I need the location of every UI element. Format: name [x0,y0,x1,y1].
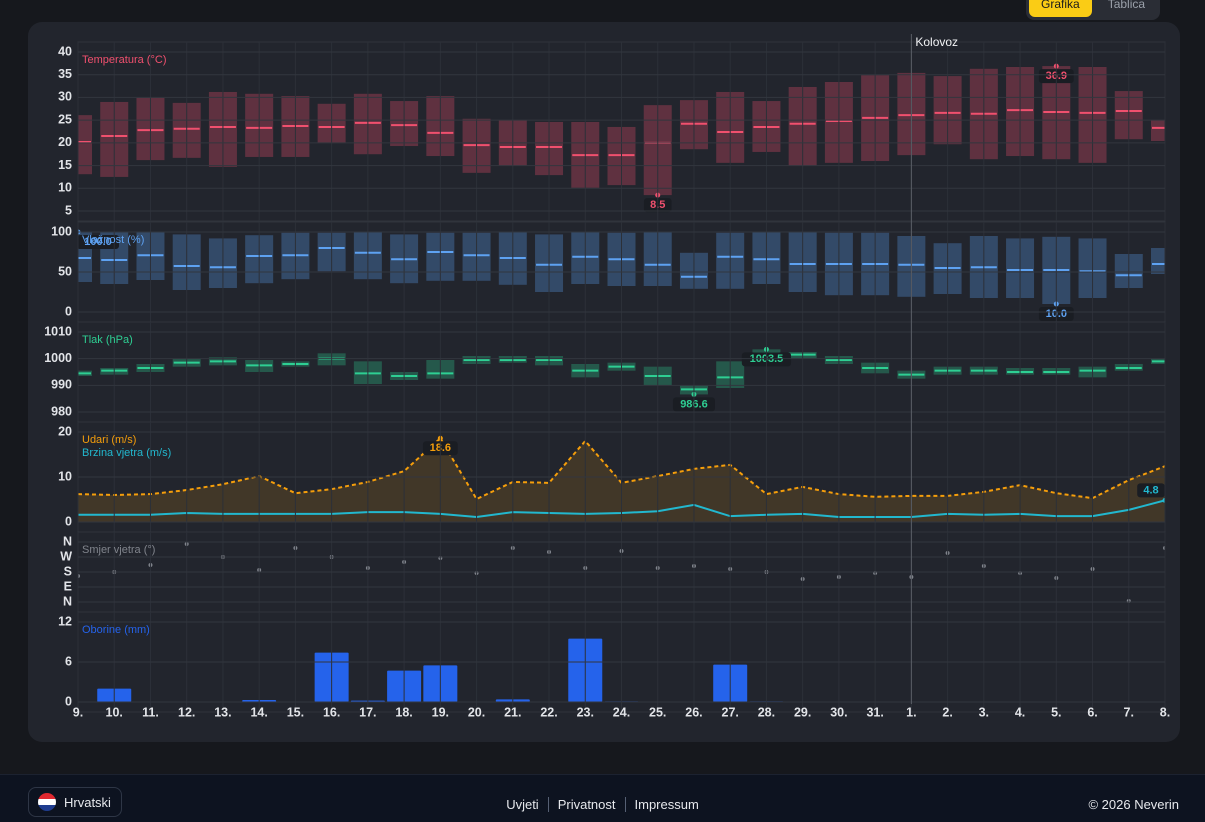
footer-link[interactable]: Impressum [624,797,699,812]
x-tick-label: 3. [979,705,989,719]
x-tick-label: 1. [906,705,916,719]
x-tick-label: 13. [214,705,231,719]
value-dot [1162,497,1165,503]
y-tick-label: N [63,594,72,608]
x-tick-label: 7. [1124,705,1134,719]
x-tick-label: 6. [1087,705,1097,719]
panel-title: Oborine (mm) [82,624,150,636]
y-tick-label: 30 [58,90,72,104]
y-tick-label: 1000 [44,351,72,365]
x-tick-label: 19. [432,705,449,719]
x-tick-label: 17. [359,705,376,719]
area [78,438,1165,522]
x-tick-label: 14. [250,705,267,719]
x-tick-label: 29. [794,705,811,719]
y-tick-label: 990 [51,378,72,392]
y-tick-label: 12 [58,614,72,628]
y-tick-label: 10 [58,469,72,483]
y-tick-label: 1010 [44,324,72,338]
x-tick-label: 5. [1051,705,1061,719]
panel-title: Tlak (hPa) [82,334,133,346]
footer-link[interactable]: Uvjeti [506,797,539,812]
range-box [1151,120,1165,142]
y-tick-label: 50 [58,264,72,278]
footer-links: Uvjeti Privatnost Impressum [0,797,1205,812]
y-tick-label: 0 [65,304,72,318]
value-label: 4.8 [1143,484,1158,496]
y-tick-label: 0 [65,694,72,708]
flag-icon [38,793,56,811]
y-tick-label: 20 [58,424,72,438]
y-tick-label: 15 [58,158,72,172]
footer: Hrvatski Uvjeti Privatnost Impressum © 2… [0,774,1205,822]
y-tick-label: W [60,549,72,563]
language-button[interactable]: Hrvatski [28,787,122,817]
view-button[interactable]: Grafika [1029,0,1092,17]
x-tick-label: 16. [323,705,340,719]
x-tick-label: 2. [942,705,952,719]
range-box [78,115,92,175]
x-tick-label: 28. [758,705,775,719]
x-tick-label: 27. [722,705,739,719]
x-tick-label: 8. [1160,705,1170,719]
y-tick-label: 25 [58,112,72,126]
legend-entry: Udari (m/s) [82,434,136,446]
x-tick-label: 9. [73,705,83,719]
y-tick-label: 6 [65,654,72,668]
value-label: 100.0 [84,236,112,248]
y-tick-label: S [64,564,72,578]
y-tick-label: 10 [58,181,72,195]
value-label-bg [78,235,119,249]
footer-link[interactable]: Privatnost [547,797,616,812]
x-tick-label: 11. [142,705,159,719]
view-button[interactable]: Tablica [1107,0,1146,11]
x-tick-label: 22. [540,705,557,719]
y-tick-label: E [64,579,72,593]
panel-title: Temperatura (°C) [82,54,166,66]
x-tick-label: 30. [830,705,847,719]
x-tick-label: 21. [504,705,521,719]
x-tick-label: 25. [649,705,666,719]
y-tick-label: N [63,534,72,548]
legend-entry: Brzina vjetra (m/s) [82,447,171,459]
y-tick-label: 5 [65,203,72,217]
y-tick-label: 100 [51,224,72,238]
x-tick-label: 12. [178,705,195,719]
x-tick-label: 24. [613,705,630,719]
value-label-bg [1137,483,1165,498]
x-tick-label: 26. [685,705,702,719]
language-label: Hrvatski [64,794,111,810]
x-tick-label: 20. [468,705,485,719]
copyright: © 2026 Neverin [1088,797,1179,812]
x-tick-label: 23. [577,705,594,719]
x-tick-label: 10. [106,705,123,719]
range-box [1151,248,1165,274]
y-tick-label: 35 [58,67,72,81]
x-tick-label: 15. [287,705,304,719]
x-tick-label: 18. [395,705,412,719]
x-tick-label: 31. [866,705,883,719]
y-tick-label: 980 [51,404,72,418]
month-label: Kolovoz [915,35,958,49]
y-tick-label: 0 [65,514,72,528]
view-toggle: Grafika Tablica [1026,0,1161,20]
y-tick-label: 20 [58,135,72,149]
panel-title: Vlažnost (%) [82,234,144,246]
x-tick-label: 4. [1015,705,1025,719]
y-tick-label: 40 [58,44,72,58]
panel-title: Smjer vjetra (°) [82,544,155,556]
